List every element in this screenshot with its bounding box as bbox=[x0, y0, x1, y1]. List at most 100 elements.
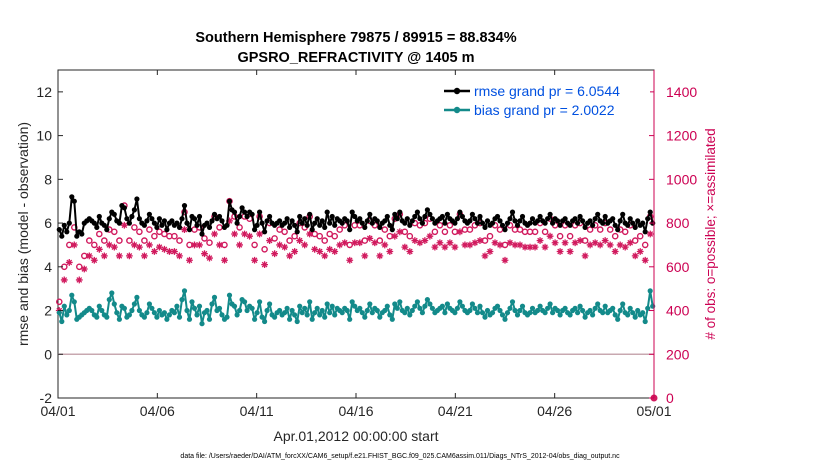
bias-point bbox=[590, 312, 596, 318]
rmse-point bbox=[141, 222, 147, 228]
obs-possible-point bbox=[151, 232, 158, 240]
obs-possible-point bbox=[176, 237, 183, 244]
obs-possible-point bbox=[206, 239, 213, 246]
rmse-point bbox=[429, 216, 435, 222]
obs-assimilated-point bbox=[641, 256, 649, 264]
obs-assimilated-point bbox=[516, 241, 524, 249]
bias-point bbox=[479, 310, 486, 316]
y-tick-label: 2 bbox=[44, 303, 52, 319]
obs-assimilated-point bbox=[536, 237, 544, 244]
rmse-point bbox=[610, 216, 616, 222]
obs-assimilated-point bbox=[70, 241, 78, 249]
obs-assimilated-point bbox=[321, 252, 329, 260]
rmse-point bbox=[427, 211, 433, 217]
rmse-point bbox=[590, 222, 596, 228]
obs-assimilated-point bbox=[396, 228, 404, 236]
bias-point bbox=[454, 305, 460, 311]
rmse-point bbox=[529, 216, 536, 222]
rmse-point bbox=[186, 227, 193, 233]
bias-point bbox=[509, 299, 516, 305]
bias-point bbox=[302, 305, 308, 311]
rmse-point bbox=[219, 218, 225, 224]
bias-point bbox=[309, 316, 315, 322]
bias-point bbox=[374, 307, 380, 314]
obs-possible-point bbox=[381, 226, 389, 233]
rmse-point bbox=[602, 213, 608, 220]
obs-assimilated-point bbox=[576, 237, 584, 244]
obs-possible-point bbox=[441, 228, 449, 236]
rmse-point bbox=[545, 216, 551, 222]
rmse-point bbox=[329, 213, 335, 220]
obs-assimilated-point bbox=[65, 259, 73, 266]
bias-point bbox=[542, 310, 548, 316]
rmse-point bbox=[66, 220, 72, 226]
rmse-point bbox=[489, 220, 496, 226]
bias-point bbox=[592, 305, 598, 311]
obs-assimilated-point bbox=[391, 232, 399, 240]
rmse-point bbox=[382, 218, 388, 224]
bias-point bbox=[442, 310, 448, 316]
obs-assimilated-point bbox=[551, 239, 559, 247]
obs-possible-point bbox=[466, 226, 474, 233]
rmse-point bbox=[474, 220, 481, 226]
obs-assimilated-point bbox=[130, 241, 138, 249]
bias-point bbox=[297, 303, 303, 309]
bias-point bbox=[497, 307, 503, 314]
rmse-point bbox=[454, 216, 460, 222]
rmse-point bbox=[517, 218, 523, 224]
obs-assimilated-point bbox=[291, 248, 299, 255]
y-axis-left: -2 0 2 4 6 8 10 12 bbox=[36, 84, 63, 406]
bias-point bbox=[352, 303, 358, 309]
rmse-point bbox=[384, 213, 390, 220]
rmse-point bbox=[357, 216, 363, 222]
rmse-point bbox=[467, 218, 473, 224]
rmse-point bbox=[161, 218, 167, 224]
rmse-point bbox=[407, 222, 413, 228]
rmse-point bbox=[627, 216, 633, 222]
bias-point bbox=[457, 299, 463, 305]
x-axis-label: Apr.01,2012 00:00:00 start bbox=[273, 428, 438, 444]
obs-assimilated-point bbox=[176, 252, 183, 260]
legend-box bbox=[440, 79, 650, 123]
y-tick-label: 0 bbox=[44, 346, 52, 362]
obs-assimilated-point bbox=[186, 256, 193, 264]
obs-possible-point bbox=[96, 230, 103, 238]
bias-point bbox=[216, 305, 223, 311]
bias-point bbox=[332, 312, 338, 318]
obs-possible-point bbox=[86, 237, 93, 244]
obs-assimilated-point bbox=[346, 256, 354, 264]
obs-assimilated-point bbox=[211, 230, 218, 238]
obs-assimilated-point bbox=[581, 252, 589, 260]
obs-assimilated-point bbox=[161, 245, 168, 253]
bias-point bbox=[364, 307, 370, 314]
rmse-point bbox=[352, 213, 358, 220]
bias-point bbox=[194, 312, 200, 318]
obs-possible-point bbox=[286, 237, 293, 244]
rmse-point bbox=[615, 227, 621, 233]
rmse-point bbox=[242, 209, 248, 215]
rmse-point bbox=[284, 216, 290, 222]
bias-point bbox=[527, 310, 533, 316]
rmse-point bbox=[457, 209, 463, 215]
bias-point bbox=[339, 310, 345, 316]
bias-point bbox=[191, 305, 198, 311]
y2-tick-label: 1000 bbox=[666, 171, 697, 187]
obs-possible-point bbox=[446, 221, 454, 229]
bias-point bbox=[602, 303, 608, 309]
y-tick-label: 12 bbox=[36, 84, 52, 100]
obs-assimilated-point bbox=[381, 241, 389, 249]
obs-assimilated-point bbox=[611, 248, 619, 255]
bias-point bbox=[484, 307, 491, 314]
rmse-point bbox=[249, 211, 255, 217]
rmse-point bbox=[567, 222, 573, 228]
obs-assimilated-point bbox=[80, 265, 88, 273]
obs-assimilated-point bbox=[421, 237, 429, 244]
obs-assimilated-point bbox=[246, 232, 253, 240]
rmse-point bbox=[267, 213, 273, 220]
bias-point bbox=[327, 310, 333, 316]
obs-assimilated-point bbox=[541, 243, 549, 251]
bias-point bbox=[517, 307, 523, 314]
obs-assimilated-point bbox=[85, 252, 93, 260]
rmse-point bbox=[289, 218, 295, 224]
rmse-point bbox=[347, 227, 353, 233]
